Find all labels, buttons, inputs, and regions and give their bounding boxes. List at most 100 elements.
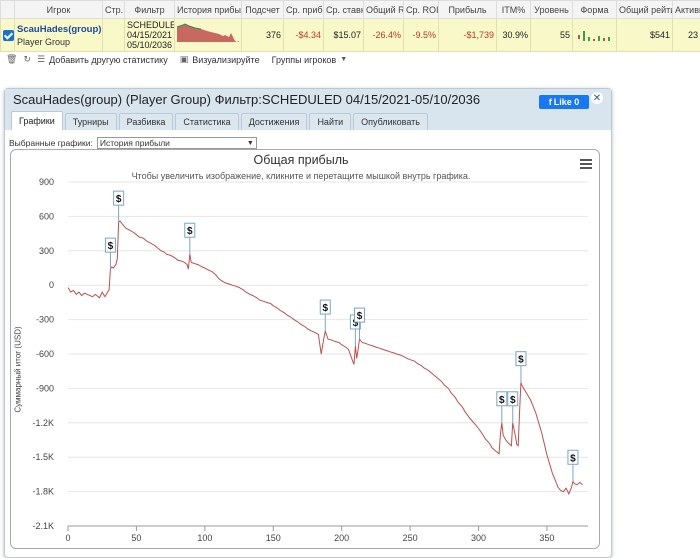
profit-history-sparkline-cell[interactable] <box>175 19 242 52</box>
total-rating-cell: $541 <box>617 19 673 52</box>
avg-stake-cell: $15.07 <box>324 19 364 52</box>
count-cell: 376 <box>242 19 284 52</box>
tab-achievements[interactable]: Достижения <box>241 113 308 130</box>
visualize-button[interactable]: ▣ Визуализируйте <box>180 54 260 65</box>
table-row[interactable]: ScauHades(group) Player Group SCHEDULED … <box>1 19 700 52</box>
graph-select-label: Выбранные графики: <box>9 138 93 148</box>
graph-select-row: Выбранные графики: История прибыли ▼ <box>9 137 257 149</box>
stake-cell <box>103 19 125 52</box>
y-tick-label: 600 <box>39 211 54 221</box>
column-header-filter[interactable]: Фильтр <box>125 1 175 19</box>
trash-icon[interactable]: 🗑 <box>6 54 17 65</box>
column-header-avg-profit[interactable]: Ср. прибыль <box>284 1 324 19</box>
tab-breakdown[interactable]: Разбивка <box>119 113 174 130</box>
column-header-profit[interactable]: Прибыль <box>439 1 497 19</box>
player-cell[interactable]: ScauHades(group) Player Group <box>15 19 103 52</box>
tab-tournaments[interactable]: Турниры <box>65 113 117 130</box>
graph-select[interactable]: История прибыли ▼ <box>97 137 257 149</box>
y-tick-label: -600 <box>36 349 54 359</box>
y-tick-label: -1.8K <box>32 487 54 497</box>
y-tick-label: -1.2K <box>32 418 54 428</box>
column-header-stake[interactable]: Стр. <box>103 1 125 19</box>
profit-cell: -$1,739 <box>439 19 497 52</box>
column-header-count[interactable]: Подсчет <box>242 1 284 19</box>
y-tick-label: -1.5K <box>32 452 54 462</box>
graph-select-value: История прибыли <box>100 138 170 148</box>
column-header <box>1 1 15 19</box>
y-tick-label: -2.1K <box>32 521 54 531</box>
refresh-icon[interactable]: ↻ <box>23 54 31 65</box>
column-header-form[interactable]: Форма <box>573 1 617 19</box>
player-groups-label: Группы игроков <box>272 55 337 65</box>
y-tick-label: 0 <box>49 280 54 290</box>
filter-line: 04/15/2021 - <box>127 30 172 40</box>
dialog-tabs: Графики Турниры Разбивка Статистика Дост… <box>5 111 611 130</box>
column-header-player[interactable]: Игрок <box>15 1 103 19</box>
form-bars <box>574 19 616 49</box>
add-stats-button[interactable]: ☰ Добавить другую статистику <box>37 54 168 65</box>
y-tick-label: -300 <box>36 315 54 325</box>
marker-label: $ <box>570 453 576 464</box>
row-checkbox-cell[interactable] <box>1 19 15 52</box>
column-header-activity[interactable]: Активность <box>673 1 700 19</box>
marker-label: $ <box>499 395 505 406</box>
player-group-label: Player Group <box>17 37 100 47</box>
x-tick-label: 100 <box>197 533 212 543</box>
avg-profit-cell: -$4.34 <box>284 19 324 52</box>
image-icon: ▣ <box>180 54 189 65</box>
column-header-total-roi[interactable]: Общий ROI <box>364 1 404 19</box>
stats-table: Игрок Стр. Фильтр История прибыли Подсче… <box>0 0 700 52</box>
tab-find[interactable]: Найти <box>309 113 351 130</box>
activity-cell: 23 <box>673 19 700 52</box>
marker-label: $ <box>357 311 363 322</box>
facebook-icon: f <box>549 97 552 107</box>
y-tick-label: 900 <box>39 177 54 187</box>
column-header-avg-stake[interactable]: Ср. ставка <box>324 1 364 19</box>
table-header-row: Игрок Стр. Фильтр История прибыли Подсче… <box>1 1 700 19</box>
total-roi-cell: -26.4% <box>364 19 404 52</box>
y-tick-label: 300 <box>39 246 54 256</box>
y-tick-label: -900 <box>36 383 54 393</box>
column-header-avg-roi[interactable]: Ср. ROI <box>404 1 439 19</box>
dialog-header[interactable]: ScauHades(group) (Player Group) Фильтр:S… <box>5 89 611 112</box>
column-header-level[interactable]: Уровень <box>531 1 573 19</box>
column-header-itm[interactable]: ITM% <box>497 1 531 19</box>
profit-chart[interactable]: Общая прибыль Чтобы увеличить изображени… <box>10 149 600 549</box>
x-tick-label: 50 <box>131 533 141 543</box>
table-toolbar: 🗑 ↻ ☰ Добавить другую статистику ▣ Визуа… <box>0 52 700 67</box>
tab-graphs[interactable]: Графики <box>11 111 63 130</box>
tab-publish[interactable]: Опубликовать <box>353 113 428 130</box>
filter-line: SCHEDULED <box>127 20 172 30</box>
x-tick-label: 350 <box>539 533 554 543</box>
itm-cell: 30.9% <box>497 19 531 52</box>
form-cell <box>573 19 617 52</box>
filter-line: 05/10/2036 <box>127 40 172 50</box>
row-checkbox[interactable] <box>3 30 14 41</box>
player-name-link[interactable]: ScauHades(group) <box>17 24 100 35</box>
tab-statistics[interactable]: Статистика <box>175 113 238 130</box>
list-icon: ☰ <box>37 54 45 65</box>
chevron-down-icon: ▼ <box>247 140 254 147</box>
close-icon[interactable]: ✕ <box>591 92 603 104</box>
x-tick-label: 150 <box>266 533 281 543</box>
column-header-profit-history[interactable]: История прибыли <box>175 1 242 19</box>
dialog-title: ScauHades(group) (Player Group) Фильтр:S… <box>13 92 480 107</box>
x-tick-label: 300 <box>471 533 486 543</box>
visualize-label: Визуализируйте <box>192 55 259 65</box>
marker-label: $ <box>116 194 122 205</box>
x-tick-label: 0 <box>65 533 70 543</box>
profit-history-sparkline[interactable] <box>175 19 241 49</box>
add-stats-label: Добавить другую статистику <box>49 55 168 65</box>
player-groups-dropdown[interactable]: Группы игроков ▼ <box>272 55 348 65</box>
avg-roi-cell: -9.5% <box>404 19 439 52</box>
caret-down-icon: ▼ <box>340 56 347 63</box>
facebook-like-button[interactable]: f Like 0 <box>539 95 589 109</box>
marker-label: $ <box>518 355 524 366</box>
chart-plot[interactable]: 900 600 300 0 -300 -600 -900 -1.2K -1.5K -1.8K -2.… <box>11 150 600 549</box>
x-tick-label: 200 <box>334 533 349 543</box>
marker-label: $ <box>322 303 328 314</box>
series-line <box>68 221 583 494</box>
marker-label: $ <box>187 226 193 237</box>
x-tick-label: 250 <box>403 533 418 543</box>
column-header-total-rating[interactable]: Общий рейтинг <box>617 1 673 19</box>
